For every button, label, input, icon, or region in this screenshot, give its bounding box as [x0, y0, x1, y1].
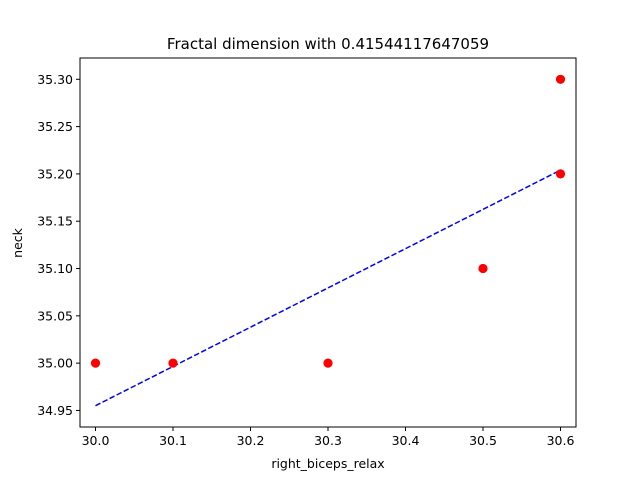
y-tick-label: 35.00 [37, 356, 73, 371]
y-axis-ticks: 34.95 35.00 35.05 35.10 35.15 35.20 35.25 35.30 [37, 72, 80, 418]
chart-title: Fractal dimension with 0.41544117647059 [167, 35, 489, 53]
data-point [555, 74, 566, 84]
data-point [90, 358, 101, 368]
y-tick-label: 35.15 [37, 214, 73, 229]
data-point [478, 263, 488, 274]
y-tick-label: 35.05 [37, 308, 73, 323]
axes-frame [79, 57, 577, 428]
y-tick-label: 35.30 [37, 72, 73, 87]
x-tick-label: 30.6 [547, 433, 575, 448]
x-tick-label: 30.3 [314, 433, 342, 448]
x-axis-ticks: 30.0 30.1 30.2 30.3 30.4 30.5 30.6 [82, 427, 575, 448]
data-point [555, 169, 566, 179]
x-tick-label: 30.0 [82, 433, 110, 448]
y-tick-label: 35.10 [37, 261, 73, 276]
fit-line [95, 169, 561, 407]
x-tick-label: 30.2 [237, 433, 265, 448]
x-axis-label: right_biceps_relax [271, 456, 384, 471]
data-point [168, 358, 178, 368]
x-tick-label: 30.1 [159, 433, 187, 448]
y-axis-label: neck [10, 227, 25, 257]
data-point [323, 358, 333, 368]
x-tick-label: 30.5 [469, 433, 497, 448]
x-tick-label: 30.4 [392, 433, 420, 448]
y-tick-label: 35.25 [37, 119, 73, 134]
y-tick-label: 35.20 [37, 166, 73, 181]
y-tick-label: 34.95 [37, 403, 73, 418]
plot-area [90, 74, 566, 407]
